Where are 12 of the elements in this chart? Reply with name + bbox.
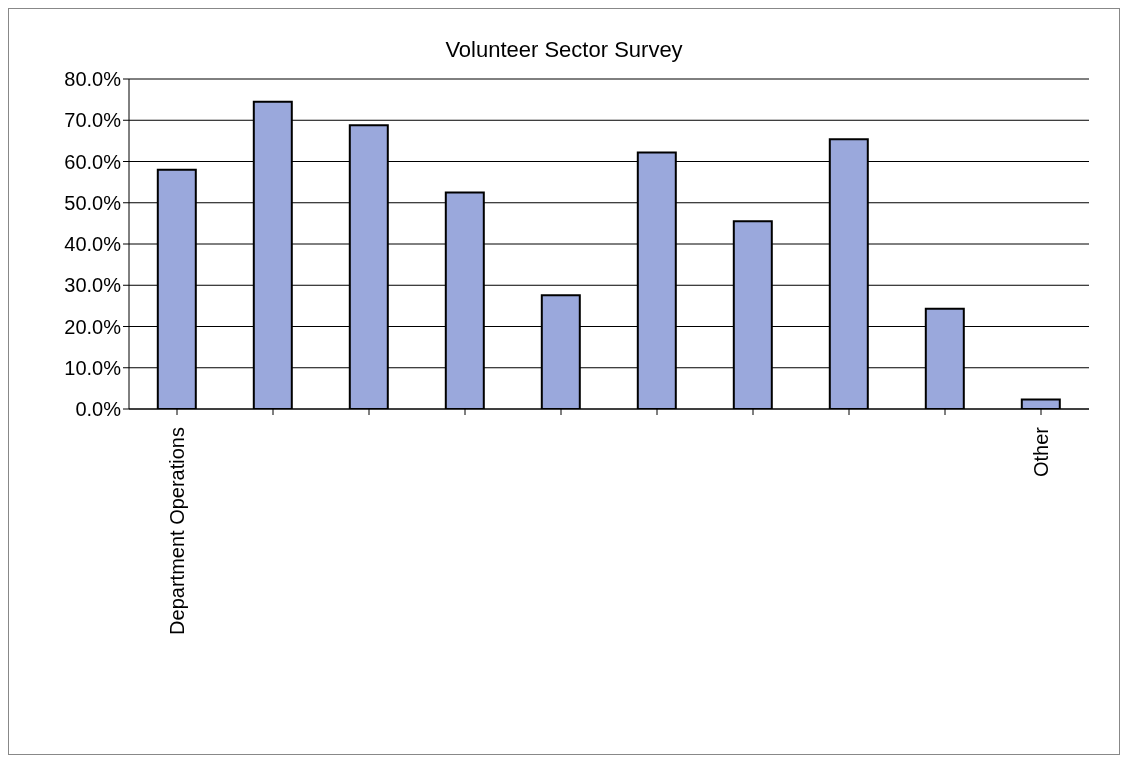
x-tick-label: Other (1030, 426, 1052, 478)
chart-title: Volunteer Sector Survey (444, 37, 684, 63)
y-tick-label: 0.0% (75, 398, 122, 421)
y-tick-label: 80.0% (64, 68, 122, 91)
y-tick-label: 10.0% (64, 356, 122, 379)
y-tick-label: 40.0% (64, 233, 122, 256)
x-tick-label: Department Operations (166, 427, 188, 635)
y-tick-label: 50.0% (64, 191, 122, 214)
y-tick-label: 70.0% (64, 109, 122, 132)
y-tick-label: 30.0% (64, 274, 122, 297)
y-tick-label: 60.0% (64, 150, 122, 173)
y-tick-label: 20.0% (64, 315, 122, 338)
